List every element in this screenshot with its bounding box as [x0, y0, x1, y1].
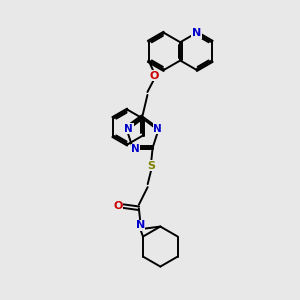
Text: S: S: [147, 161, 155, 171]
Text: N: N: [136, 220, 145, 230]
Text: N: N: [153, 124, 162, 134]
Text: N: N: [124, 124, 133, 134]
Text: N: N: [192, 28, 201, 38]
Text: N: N: [131, 144, 140, 154]
Text: O: O: [149, 71, 159, 81]
Text: O: O: [113, 201, 123, 211]
